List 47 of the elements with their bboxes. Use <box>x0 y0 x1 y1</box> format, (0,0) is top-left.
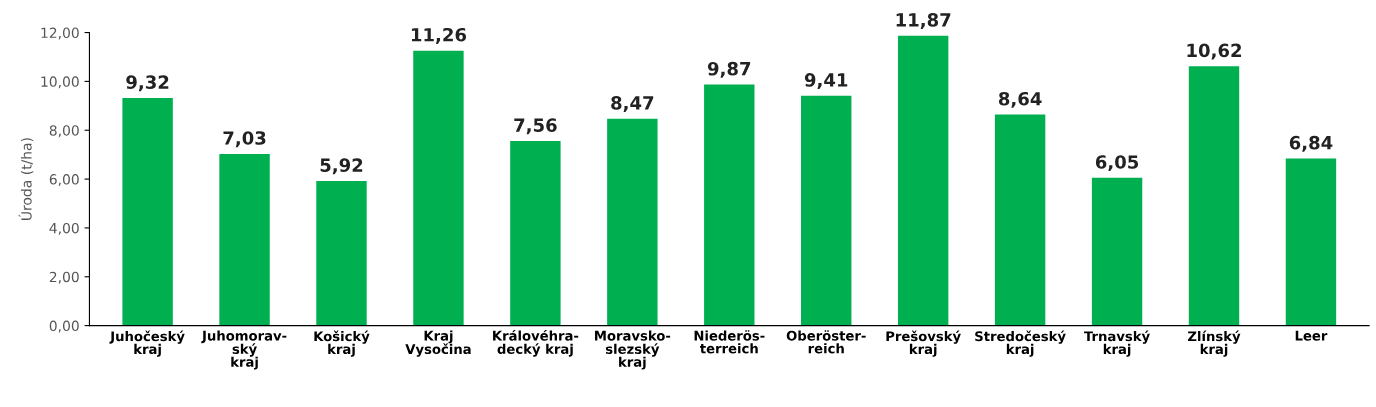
y-tick-label: 0,00 <box>49 320 79 333</box>
bar <box>510 140 561 326</box>
bar <box>607 118 658 326</box>
data-label: 11,26 <box>411 27 467 44</box>
data-label: 6,84 <box>1289 135 1333 152</box>
data-label: 7,56 <box>514 118 557 135</box>
data-label: 9,32 <box>126 75 169 92</box>
x-tick-label: Královéhra- decký kraj <box>493 329 579 357</box>
x-tick-label: Trnavský kraj <box>1084 330 1150 357</box>
x-tick-label: Prešovský kraj <box>886 330 961 357</box>
bar <box>1091 177 1143 326</box>
x-tick-label: Košický kraj <box>314 330 370 357</box>
data-label: 11,87 <box>896 13 951 29</box>
x-tick-label: Juhočeský kraj <box>109 330 185 357</box>
bar <box>1285 158 1337 326</box>
x-tick-label: Moravsko- slezský kraj <box>595 330 671 370</box>
data-label: 6,05 <box>1095 155 1139 172</box>
data-label: 10,62 <box>1187 43 1241 60</box>
x-tick-label: Zlínský kraj <box>1187 330 1241 357</box>
bar <box>704 84 755 326</box>
data-label: 8,64 <box>998 91 1042 108</box>
bar <box>994 114 1046 326</box>
bar <box>219 153 270 326</box>
x-tick-label: Stredočeský kraj <box>975 330 1066 357</box>
x-tick-label: Juhomorav- ský kraj <box>201 330 287 370</box>
x-tick-label: Oberöster- reich <box>786 330 866 354</box>
y-tick-label: 12,00 <box>41 27 79 40</box>
y-tick-label: 10,00 <box>41 76 79 89</box>
bar <box>413 50 464 326</box>
bar <box>801 95 852 326</box>
y-tick-label: 8,00 <box>49 125 79 138</box>
bar <box>122 98 173 326</box>
y-tick-label: 2,00 <box>49 271 79 284</box>
y-tick-label: 6,00 <box>49 174 79 186</box>
y-axis-title: Úroda (t/ha) <box>18 138 34 220</box>
data-label: 5,92 <box>320 158 363 175</box>
x-tick-label: Leer <box>1295 330 1328 341</box>
data-label: 8,47 <box>611 96 654 113</box>
data-label: 7,03 <box>223 131 266 148</box>
bar <box>897 35 949 326</box>
data-label: 9,87 <box>707 61 751 78</box>
x-tick-label: Niederös- terreich <box>694 330 765 354</box>
x-tick-label: Kraj Vysočina <box>405 330 471 357</box>
bar <box>1188 66 1240 326</box>
data-label: 9,41 <box>804 73 848 90</box>
y-tick-label: 4,00 <box>49 222 79 235</box>
bar <box>316 181 367 326</box>
